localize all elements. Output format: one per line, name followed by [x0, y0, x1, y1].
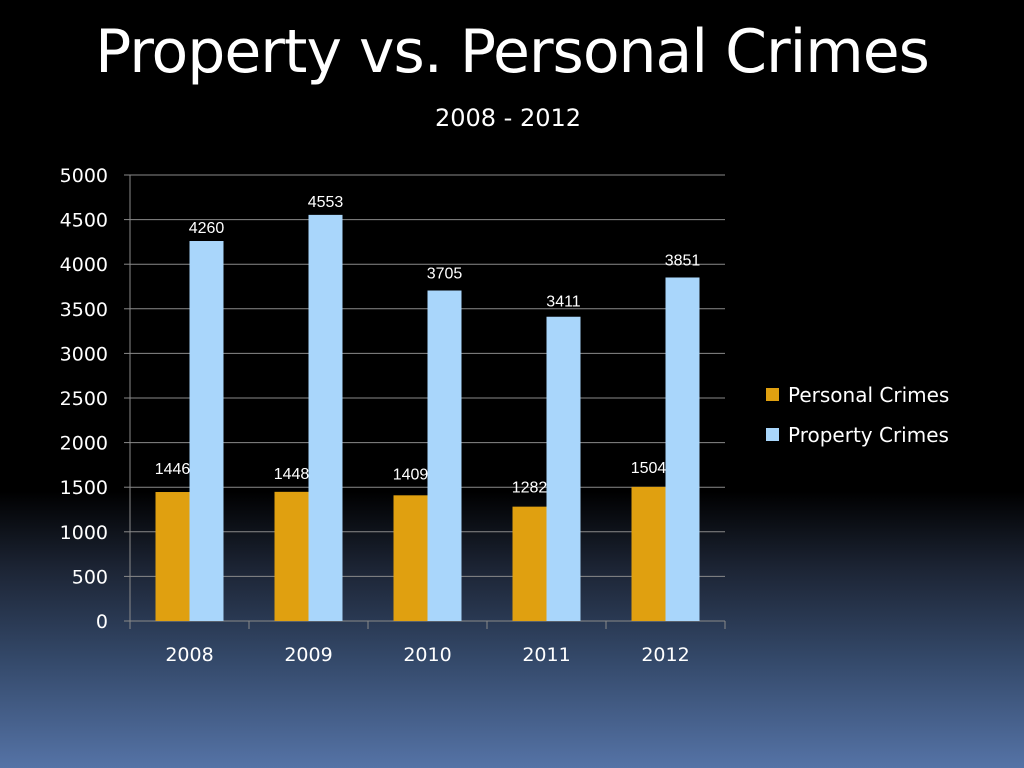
- chart-title: Property vs. Personal Crimes: [95, 17, 930, 87]
- y-tick-label: 2500: [60, 388, 108, 410]
- bar-personal-crimes: [393, 495, 428, 621]
- bar-personal-crimes: [512, 506, 547, 621]
- legend-label: Personal Crimes: [788, 383, 949, 407]
- bar-property-crimes: [427, 290, 462, 621]
- y-tick-label: 0: [96, 611, 108, 633]
- bars: [155, 214, 700, 621]
- bar-personal-crimes: [631, 486, 666, 621]
- y-tick-label: 500: [72, 566, 108, 588]
- data-labels: 1446 4260 1448 4553 1409 3705 1282 3411 1504 3851: [155, 194, 701, 497]
- y-tick-label: 1000: [60, 522, 108, 544]
- y-tick-label: 3500: [60, 299, 108, 321]
- data-label: 4553: [308, 194, 344, 211]
- bar-property-crimes: [189, 241, 224, 621]
- chart-subtitle: 2008 - 2012: [434, 104, 582, 132]
- y-tick-label: 2000: [60, 433, 108, 455]
- y-tick-label: 3000: [60, 343, 108, 365]
- legend-swatch: [766, 428, 779, 441]
- bar-property-crimes: [546, 316, 581, 621]
- legend: Personal Crimes Property Crimes: [766, 383, 949, 447]
- data-label: 1448: [274, 466, 310, 483]
- bar-property-crimes: [308, 214, 343, 621]
- y-tick-label: 1500: [60, 477, 108, 499]
- y-tick-label: 4500: [60, 210, 108, 232]
- x-tick-label: 2011: [522, 644, 570, 666]
- data-label: 1504: [631, 460, 667, 477]
- x-tick-label: 2008: [165, 644, 213, 666]
- data-label: 3705: [427, 266, 463, 283]
- x-tick-label: 2009: [284, 644, 332, 666]
- bar-personal-crimes: [274, 491, 309, 621]
- data-label: 1409: [393, 466, 429, 483]
- x-tick-label: 2010: [403, 644, 451, 666]
- bar-property-crimes: [665, 277, 700, 621]
- legend-swatch: [766, 388, 779, 401]
- y-tick-label: 4000: [60, 254, 108, 276]
- y-tick-label: 5000: [60, 165, 108, 187]
- data-label: 1282: [512, 480, 548, 497]
- x-tick-label: 2012: [641, 644, 689, 666]
- data-label: 1446: [155, 461, 191, 478]
- legend-label: Property Crimes: [788, 423, 949, 447]
- data-label: 4260: [189, 220, 225, 237]
- data-label: 3411: [546, 294, 581, 311]
- bar-personal-crimes: [155, 492, 190, 621]
- data-label: 3851: [665, 252, 701, 269]
